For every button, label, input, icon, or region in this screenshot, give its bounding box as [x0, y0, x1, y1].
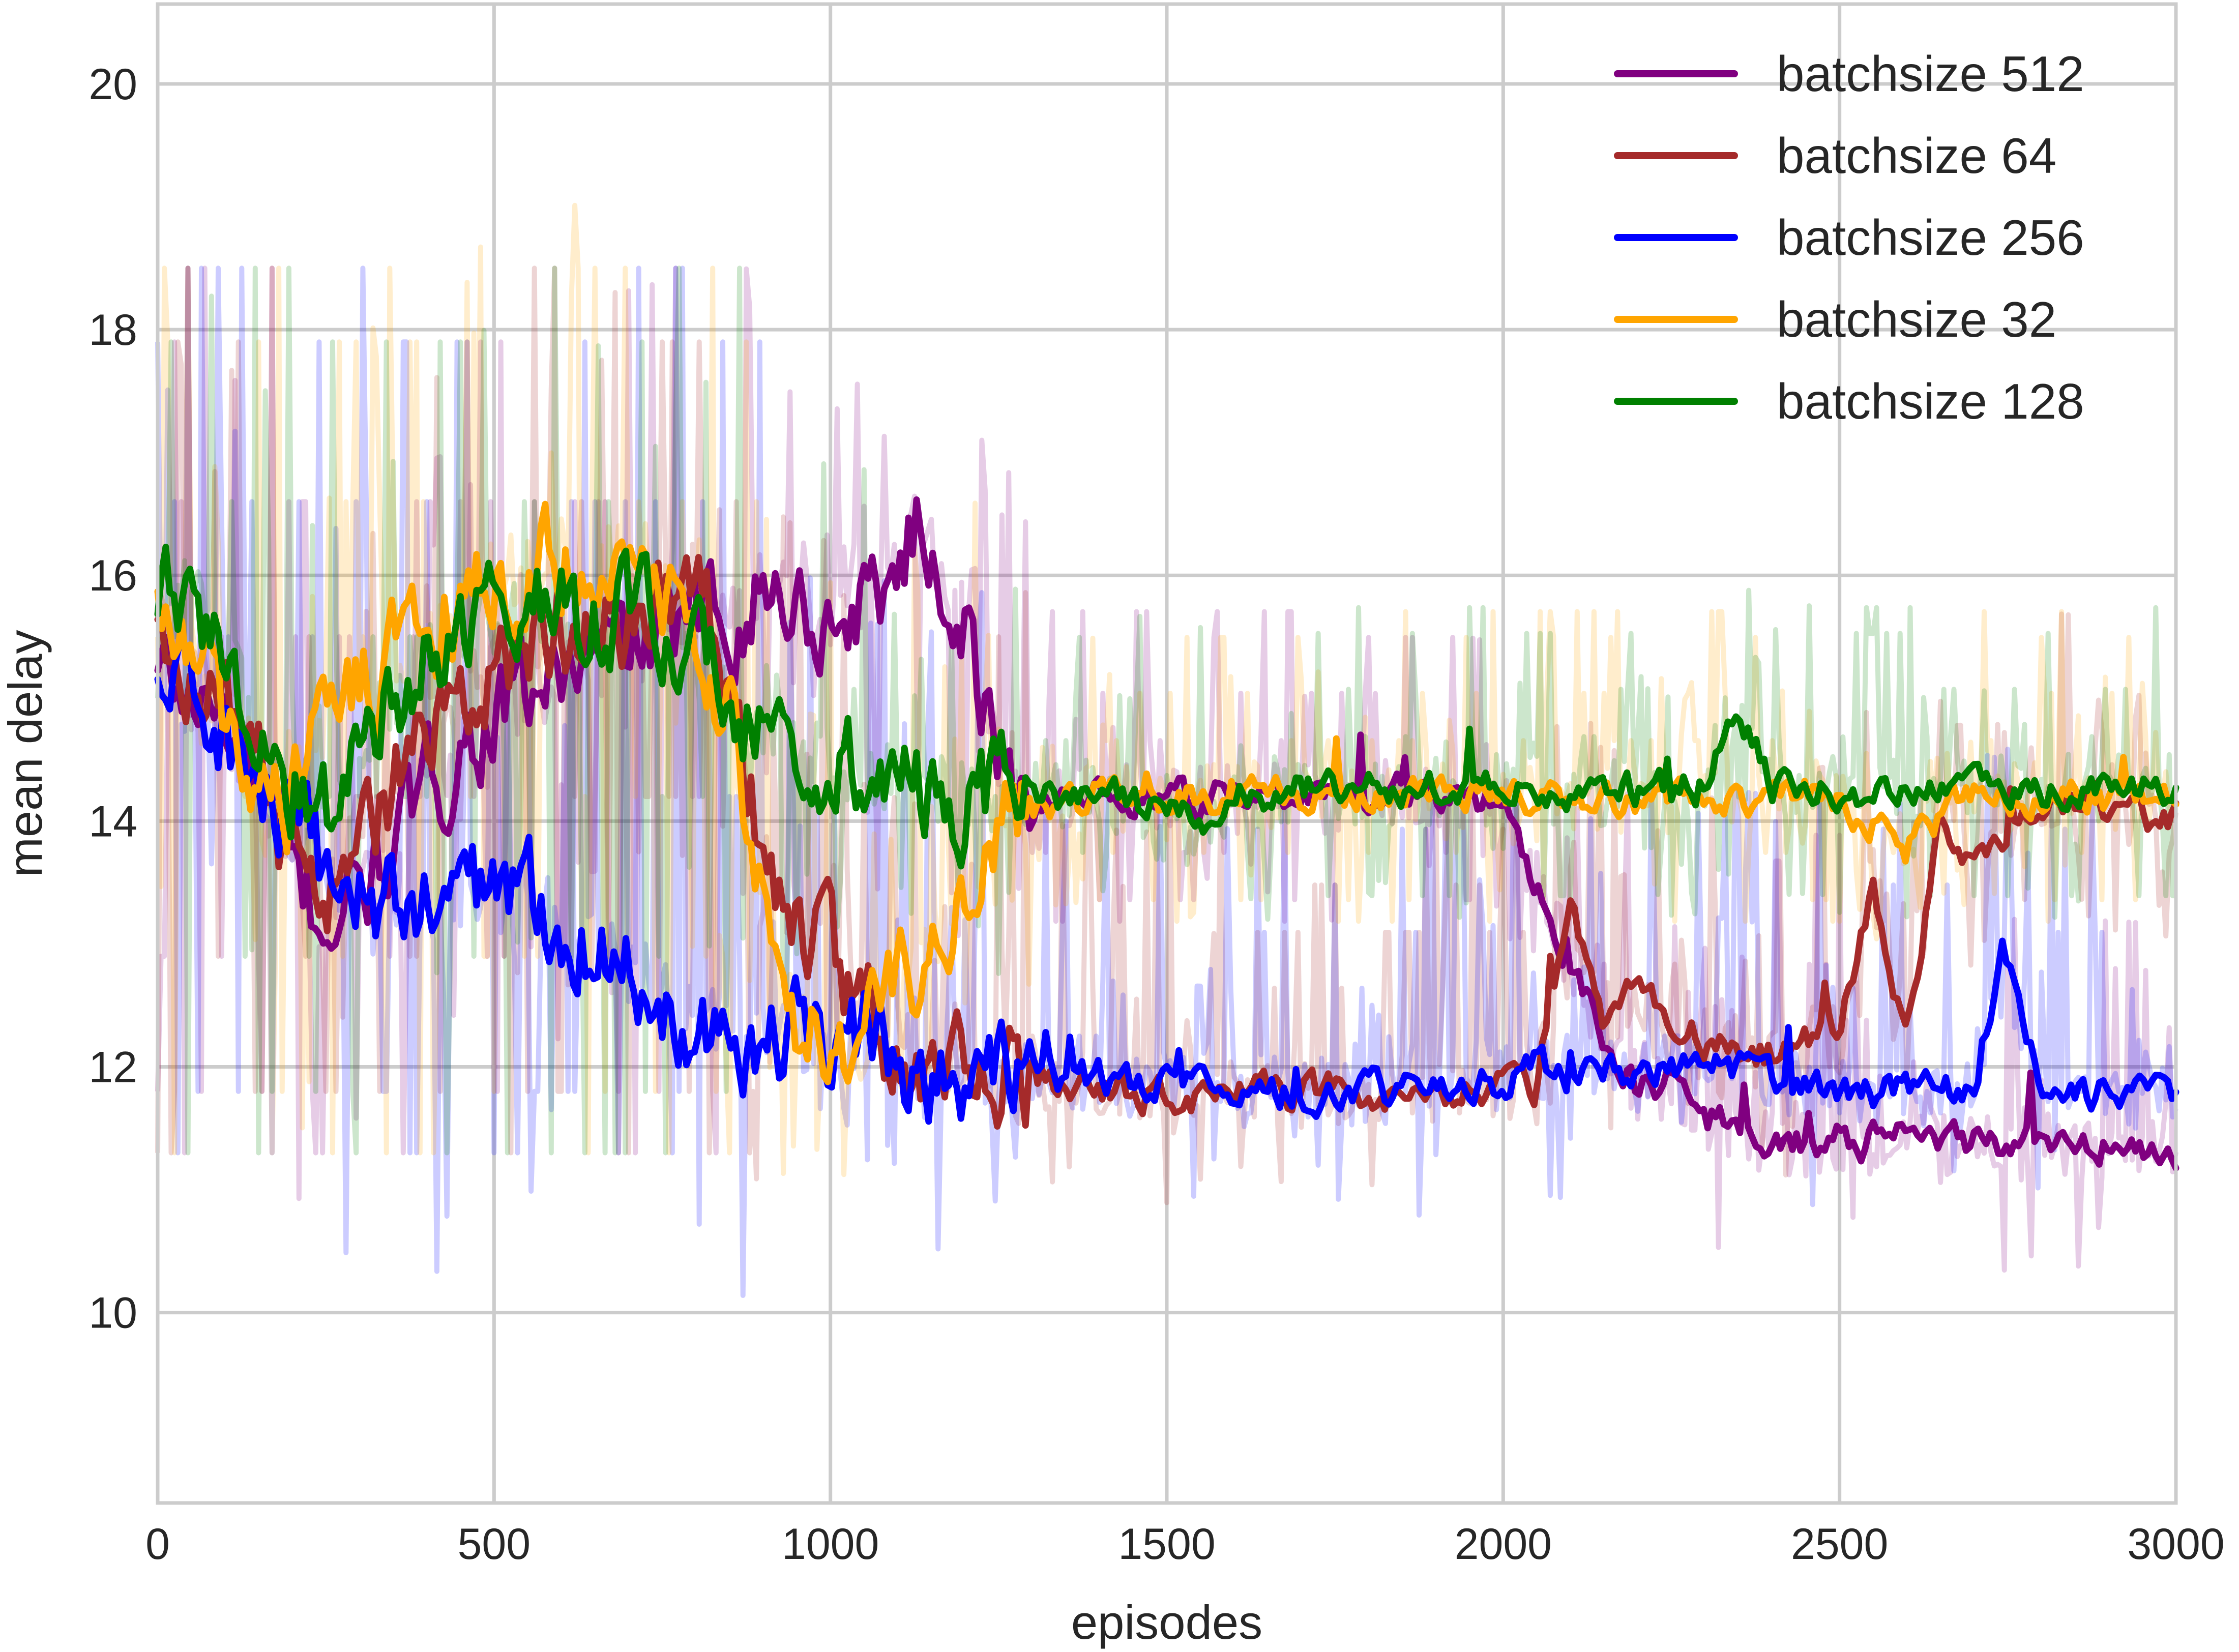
x-axis-ticks: 0 500 1000 1500 2000 2500 3000 [145, 1520, 2225, 1569]
raw-trace-4 [155, 202, 2178, 1177]
series-line-5 [154, 543, 2179, 870]
x-tick-label: 2500 [1791, 1520, 1888, 1569]
legend-label: batchsize 128 [1777, 373, 2084, 429]
x-axis-label: episodes [1071, 1596, 1262, 1649]
plot-frame [156, 2, 2178, 1505]
x-tick-label: 500 [458, 1520, 531, 1569]
x-tick-label: 1000 [782, 1520, 879, 1569]
x-tick-label: 1500 [1118, 1520, 1215, 1569]
y-tick-label: 12 [89, 1043, 137, 1092]
series-line-3 [154, 630, 2179, 1125]
legend-label: batchsize 512 [1777, 46, 2084, 102]
raw-trace-2 [155, 266, 2178, 1205]
raw-trace-5 [155, 266, 2176, 1156]
series-line-2 [154, 554, 2179, 1130]
legend: batchsize 512 batchsize 64 batchsize 256 ba… [1614, 46, 2084, 429]
y-tick-label: 10 [89, 1289, 137, 1338]
legend-label: batchsize 256 [1777, 210, 2084, 266]
y-axis-label: mean delay [0, 630, 52, 877]
x-tick-label: 3000 [2127, 1520, 2224, 1569]
x-tick-label: 2000 [1455, 1520, 1552, 1569]
x-tick-label: 0 [145, 1520, 170, 1569]
series-line-1 [154, 496, 2179, 1172]
legend-label: batchsize 32 [1777, 291, 2056, 347]
legend-label: batchsize 64 [1777, 128, 2056, 184]
y-tick-label: 18 [89, 306, 137, 355]
series-lines [154, 496, 2179, 1172]
y-tick-label: 14 [89, 797, 137, 846]
y-axis-ticks: 10 12 14 16 18 20 [89, 60, 137, 1338]
y-tick-label: 20 [89, 60, 137, 109]
y-tick-label: 16 [89, 551, 137, 600]
